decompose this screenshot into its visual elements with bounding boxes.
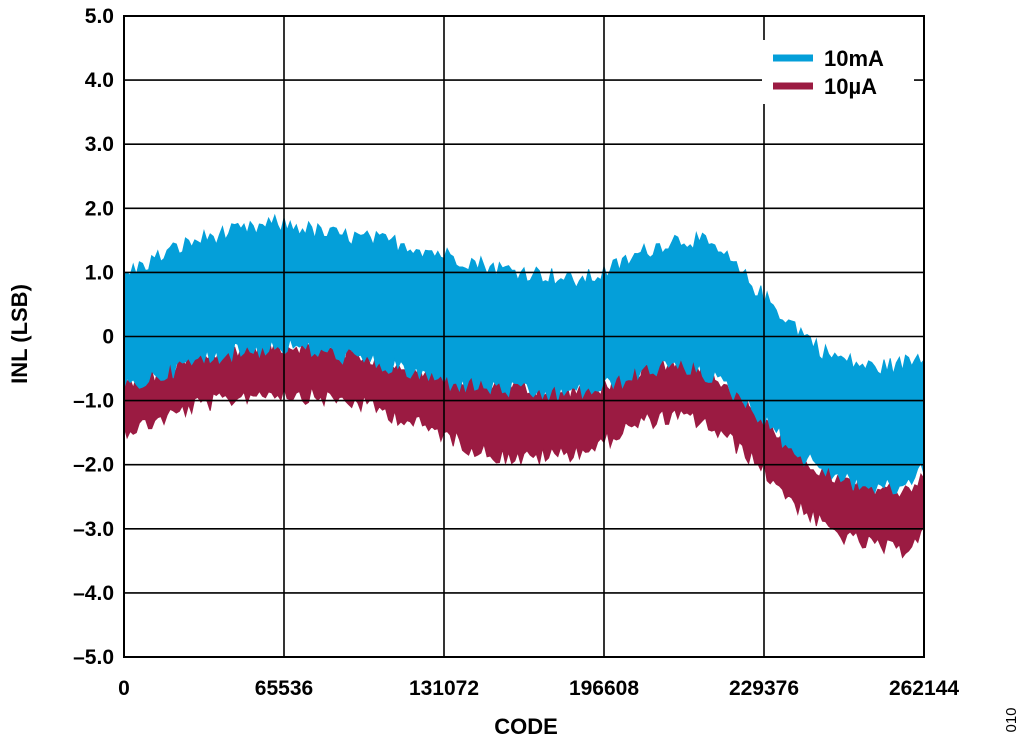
x-axis-title: CODE xyxy=(494,714,558,739)
x-tick-label: 229376 xyxy=(729,677,799,700)
grid-layer xyxy=(123,15,925,658)
x-tick-label: 0 xyxy=(118,677,130,700)
y-axis-title: INL (LSB) xyxy=(7,284,32,384)
series-layer xyxy=(123,213,925,559)
y-tick-label: 0 xyxy=(102,326,114,349)
y-tick-label: –3.0 xyxy=(73,518,114,541)
y-tick-label: 2.0 xyxy=(85,197,114,220)
x-tick-label: 262144 xyxy=(889,677,959,700)
legend-label-10ua: 10µA xyxy=(824,74,877,99)
x-tick-label: 196608 xyxy=(569,677,639,700)
x-tick-label: 131072 xyxy=(409,677,479,700)
y-tick-label: 3.0 xyxy=(85,133,114,156)
y-tick-label: –2.0 xyxy=(73,454,114,477)
y-tick-label: 1.0 xyxy=(85,261,114,284)
y-tick-label: –4.0 xyxy=(73,582,114,605)
y-tick-label: 4.0 xyxy=(85,69,114,92)
y-tick-label: –5.0 xyxy=(73,646,114,669)
y-tick-labels: 5.0 4.0 3.0 2.0 1.0 0 –1.0 –2.0 –3.0 –4.0 –5.0 xyxy=(73,5,114,669)
plot-frame xyxy=(123,15,925,658)
y-tick-label: 5.0 xyxy=(85,5,114,28)
x-tick-labels: 0 65536 131072 196608 229376 262144 xyxy=(118,677,959,700)
x-tick-label: 65536 xyxy=(255,677,313,700)
legend-label-10ma: 10mA xyxy=(824,46,884,71)
legend: 10mA 10µA xyxy=(762,40,914,104)
y-tick-label: –1.0 xyxy=(73,390,114,413)
legend-background xyxy=(762,40,914,104)
figure-id: 010 xyxy=(1003,707,1020,732)
